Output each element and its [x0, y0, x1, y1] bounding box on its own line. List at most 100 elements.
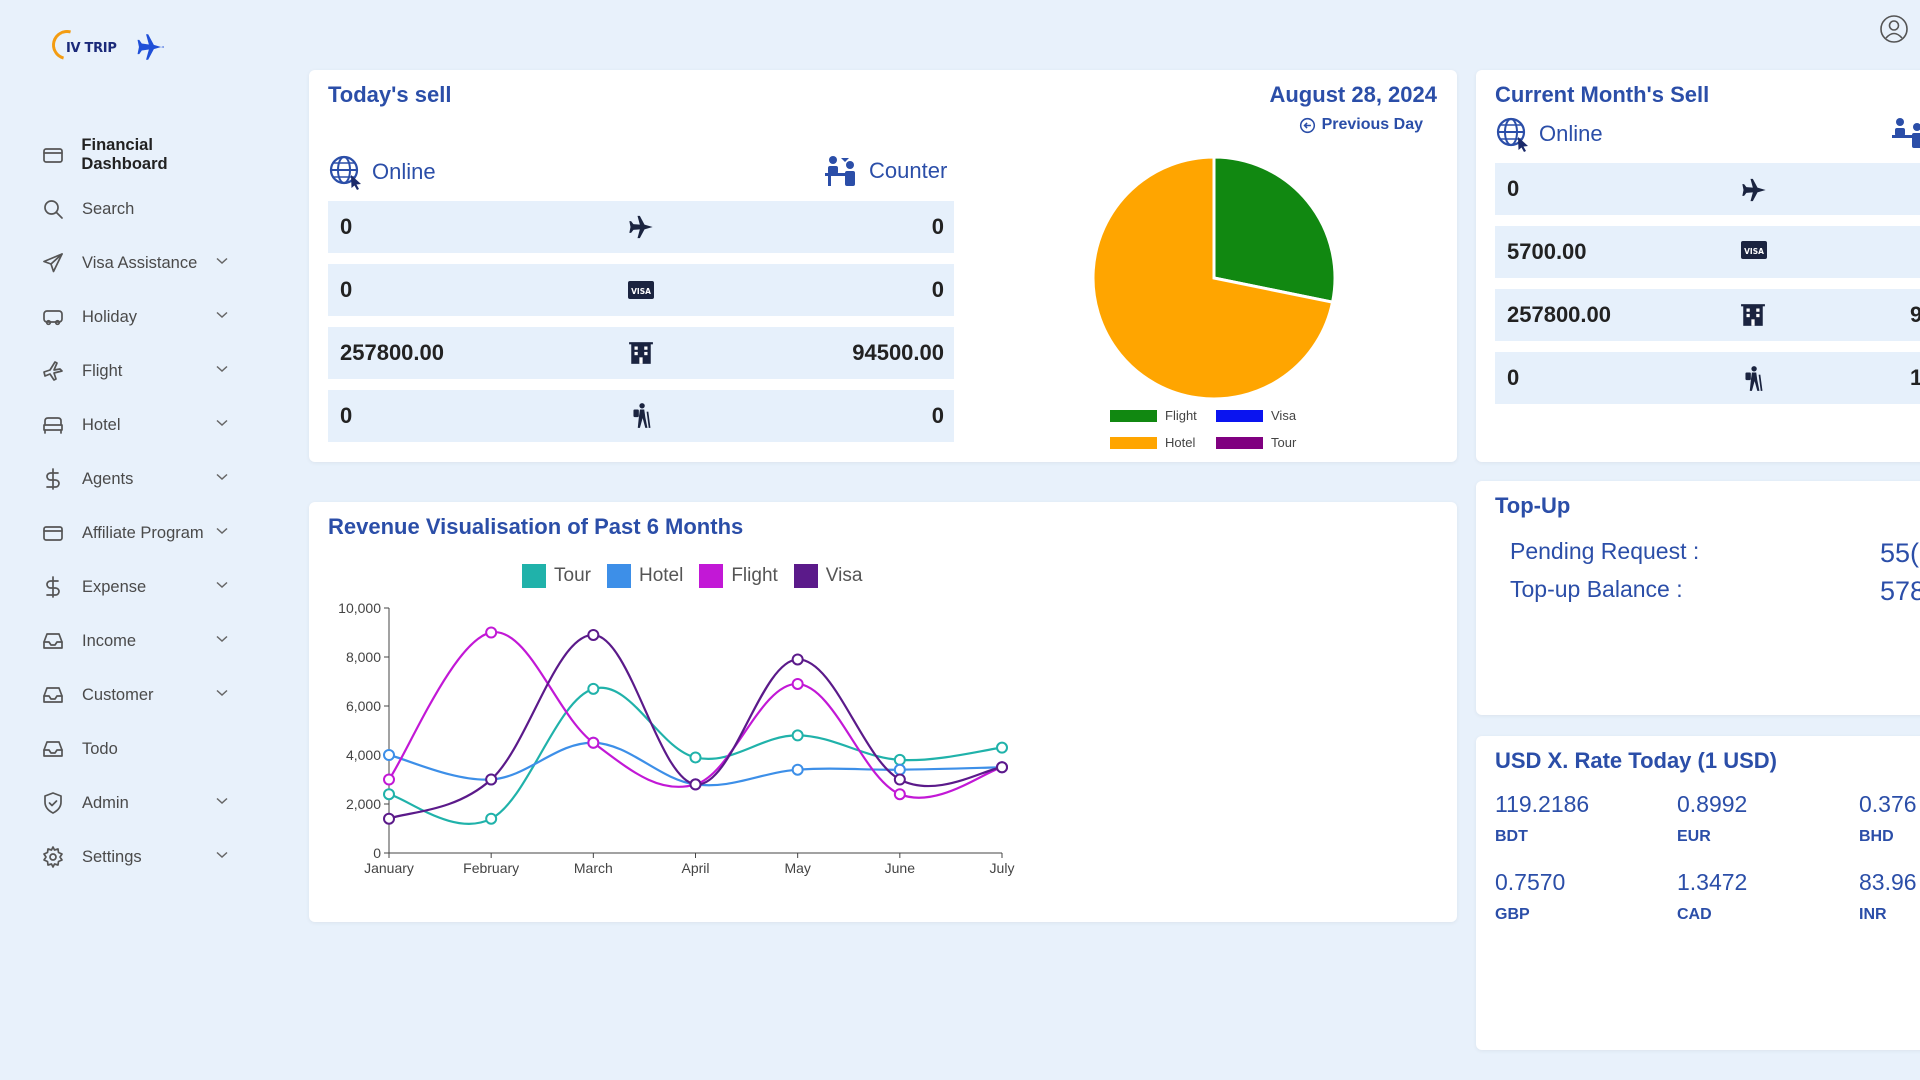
sidebar-item-visa-assistance[interactable]: Visa Assistance	[40, 236, 240, 290]
rate-currency: GBP	[1495, 906, 1530, 923]
legend-swatch	[699, 564, 724, 588]
brand-logo[interactable]: IV TRIP	[46, 24, 192, 72]
sidebar-item-agents[interactable]: Agents	[40, 452, 240, 506]
data-point-flight[interactable]	[893, 788, 906, 801]
data-point-visa[interactable]	[791, 653, 804, 666]
sidebar-item-holiday[interactable]: Holiday	[40, 290, 240, 344]
rate-value: 0.7570	[1495, 869, 1566, 895]
sidebar-item-label: Settings	[82, 847, 142, 866]
data-point-flight[interactable]	[791, 677, 804, 690]
sidebar-item-label: Holiday	[82, 307, 138, 326]
online-value: 257800.00	[340, 340, 444, 365]
line-legend-item[interactable]: Hotel	[606, 564, 683, 588]
legend-label: Visa	[1271, 408, 1297, 423]
legend-swatch	[793, 564, 818, 588]
rate-value: 0.8992	[1677, 791, 1748, 817]
topup-title: Top-Up	[1495, 493, 1571, 518]
sidebar-item-search[interactable]: Search	[40, 182, 240, 236]
x-tick-label: July	[990, 860, 1015, 876]
counter-value: 9	[1910, 302, 1920, 327]
revenue-card: Revenue Visualisation of Past 6 Months T…	[309, 502, 1457, 922]
today-pie-chart	[1091, 155, 1337, 401]
data-point-flight[interactable]	[587, 736, 600, 749]
sidebar-item-affiliate-program[interactable]: Affiliate Program	[40, 506, 240, 560]
counter-channel: Counter	[825, 154, 947, 188]
topup-balance-value: 578(	[1880, 576, 1920, 606]
data-point-hotel[interactable]	[791, 763, 804, 776]
data-point-flight[interactable]	[383, 773, 395, 786]
sidebar-item-todo[interactable]: Todo	[40, 722, 240, 776]
sidebar-item-label: Affiliate Program	[82, 523, 204, 542]
month-sell-row: 257800.00 9	[1495, 289, 1920, 341]
online-value: 0	[340, 277, 353, 302]
counter-person-icon	[1892, 118, 1920, 148]
rate-value: 119.2186	[1495, 791, 1590, 817]
x-tick-label: January	[364, 860, 414, 876]
data-point-visa[interactable]	[689, 778, 702, 791]
data-point-flight[interactable]	[485, 626, 498, 639]
sidebar-item-financial-dashboard[interactable]: Financial Dashboard	[40, 128, 240, 182]
pie-slice-flight[interactable]	[1212, 155, 1337, 304]
data-point-visa[interactable]	[587, 628, 600, 641]
online-label: Online	[372, 159, 436, 184]
shield-icon	[40, 790, 66, 816]
search-icon	[40, 196, 66, 222]
sidebar-item-label: Income	[82, 631, 137, 650]
data-point-tour[interactable]	[791, 729, 804, 742]
data-point-tour[interactable]	[587, 682, 600, 695]
data-point-hotel[interactable]	[383, 749, 395, 761]
y-tick-label: 4,000	[346, 747, 381, 763]
line-legend-item[interactable]: Flight	[699, 564, 778, 588]
y-tick-label: 8,000	[346, 649, 381, 665]
chevron-down-icon	[216, 689, 228, 697]
online-value: 0	[1507, 176, 1520, 201]
pie-slice-hotel[interactable]	[1091, 155, 1335, 401]
sidebar-item-label: Financial Dashboard	[81, 136, 168, 173]
today-sell-row: 0 0	[328, 201, 954, 253]
sidebar-item-income[interactable]: Income	[40, 614, 240, 668]
legend-label: Tour	[554, 565, 591, 586]
sidebar-item-flight[interactable]: Flight	[40, 344, 240, 398]
data-point-visa[interactable]	[383, 812, 395, 825]
line-legend-item[interactable]: Tour	[522, 564, 591, 588]
data-point-hotel[interactable]	[893, 763, 906, 776]
pie-legend-item: Tour	[1216, 435, 1296, 450]
month-online-channel: Online	[1495, 116, 1603, 152]
legend-swatch	[606, 564, 631, 588]
data-point-visa[interactable]	[893, 773, 906, 786]
chevron-down-icon	[216, 311, 228, 319]
data-point-tour[interactable]	[996, 741, 1008, 754]
pie-legend-item: Flight	[1110, 408, 1197, 423]
data-point-visa[interactable]	[485, 773, 498, 786]
sidebar-item-customer[interactable]: Customer	[40, 668, 240, 722]
chevron-down-icon	[216, 257, 228, 265]
plane-icon	[40, 358, 66, 384]
rate-currency: BDT	[1495, 828, 1528, 845]
data-point-tour[interactable]	[689, 751, 702, 764]
globe-cursor-icon	[329, 155, 361, 190]
legend-swatch	[522, 564, 546, 588]
data-point-tour[interactable]	[485, 812, 498, 825]
online-value: 0	[1507, 365, 1520, 390]
card-icon	[40, 520, 66, 546]
data-point-visa[interactable]	[996, 761, 1008, 774]
sidebar-item-label: Hotel	[82, 415, 121, 434]
sidebar-item-settings[interactable]: Settings	[40, 830, 240, 884]
previous-day-label: Previous Day	[1321, 116, 1423, 133]
tour-icon	[328, 402, 954, 430]
previous-day-link[interactable]: Previous Day	[1299, 116, 1423, 134]
sidebar-item-expense[interactable]: Expense	[40, 560, 240, 614]
online-value: 0	[340, 214, 353, 239]
rate-currency: BHD	[1859, 828, 1894, 845]
data-point-tour[interactable]	[383, 788, 395, 801]
user-avatar-icon[interactable]	[1879, 14, 1909, 44]
hotel-icon	[328, 340, 954, 366]
send-icon	[40, 250, 66, 276]
sidebar-item-label: Agents	[82, 469, 134, 488]
sidebar-item-label: Search	[82, 199, 135, 218]
data-point-tour[interactable]	[893, 753, 906, 766]
usd-rate-card: USD X. Rate Today (1 USD) 119.2186 BDT 0.8…	[1476, 736, 1920, 1050]
sidebar-item-admin[interactable]: Admin	[40, 776, 240, 830]
sidebar-item-hotel[interactable]: Hotel	[40, 398, 240, 452]
line-legend-item[interactable]: Visa	[793, 564, 862, 588]
